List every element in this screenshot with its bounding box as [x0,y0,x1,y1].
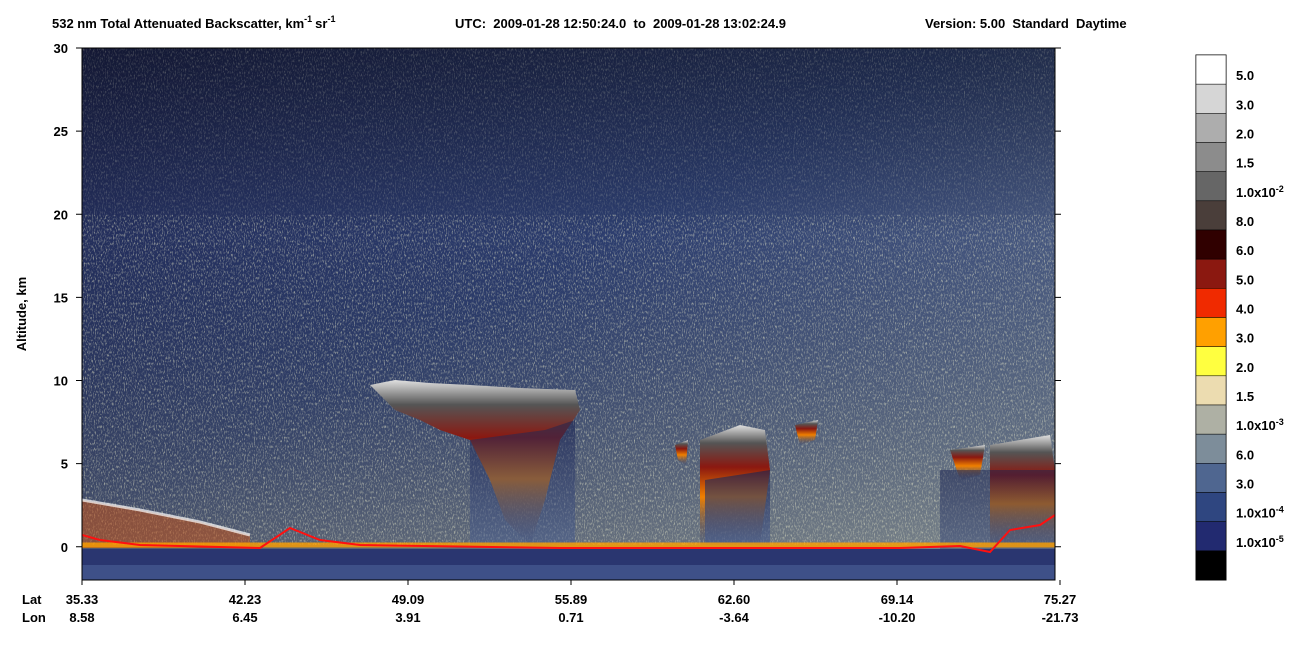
y-tick-label: 10 [54,374,68,389]
y-tick-label: 30 [54,41,68,56]
lon-label: -21.73 [1042,610,1079,625]
version: Version: 5.00 Standard Daytime [925,16,1127,31]
boundary-layer-top [82,498,251,537]
lat-label: 35.33 [66,592,99,607]
colorbar-label: 5.0 [1236,272,1254,287]
colorbar-mantissa: 1.0x10 [1236,185,1276,200]
colorbar-label: 5.0 [1236,68,1254,83]
cloud [675,440,688,465]
colorbar-box [1195,317,1227,347]
colorbar-box [1195,550,1227,581]
cloud-shadow [470,420,575,545]
y-axis-label: Altitude, km [14,277,29,351]
colorbar-box [1195,433,1227,464]
colorbar-exponent: -3 [1276,417,1284,427]
colorbar-box [1195,404,1227,435]
lon-label: -3.64 [719,610,749,625]
lon-label: 0.71 [558,610,583,625]
colorbar-exponent: -5 [1276,534,1284,544]
colorbar-box [1195,200,1227,231]
cloud-shadow [705,470,770,545]
colorbar-box [1195,142,1227,172]
lon-label: 6.45 [232,610,257,625]
boundary-layer [82,500,250,548]
y-tick-label: 25 [54,124,68,139]
colorbar-exponent: -2 [1276,184,1284,194]
colorbar-mantissa: 1.0x10 [1236,506,1276,521]
colorbar-box [1195,463,1227,493]
lat-label: 75.27 [1044,592,1077,607]
lat-row-label: Lat [22,592,42,607]
backscatter-image [82,48,1055,580]
colorbar-label: 8.0 [1236,214,1254,229]
lon-label: 8.58 [69,610,94,625]
colorbar-box [1195,258,1227,289]
colorbar-label: 1.0x10-2 [1236,184,1284,200]
colorbar-box [1195,375,1227,406]
lat-label: 55.89 [555,592,588,607]
title: 532 nm Total Attenuated Backscatter, km [52,16,304,31]
noise [82,48,1055,215]
lat-label: 62.60 [718,592,751,607]
title-unit: sr [315,16,327,31]
colorbar-label: 3.0 [1236,477,1254,492]
colorbar-label: 1.0x10-4 [1236,505,1284,521]
colorbar-label: 1.5 [1236,156,1254,171]
colorbar-label: 1.5 [1236,389,1254,404]
chart-title: 532 nm Total Attenuated Backscatter, km-… [52,14,335,31]
colorbar-exponent: -4 [1276,505,1284,515]
colorbar-label: 1.0x10-3 [1236,417,1284,433]
cloud [795,420,818,445]
lat-label: 42.23 [229,592,262,607]
colorbar-label: 3.0 [1236,331,1254,346]
y-tick-label: 0 [61,540,68,555]
title-exponent: -1 [327,14,335,24]
colorbar-box [1195,492,1227,522]
colorbar-box [1195,288,1227,318]
lat-label: 69.14 [881,592,914,607]
lon-label: 3.91 [395,610,420,625]
colorbar-mantissa: 1.0x10 [1236,418,1276,433]
subsurface [82,565,1055,580]
colorbar-box [1195,229,1227,260]
colorbar-label: 6.0 [1236,447,1254,462]
colorbar-label: 2.0 [1236,360,1254,375]
surface-elevation [82,514,1055,554]
plot-frame [81,47,1056,581]
lat-label: 49.09 [392,592,425,607]
y-tick-label: 5 [61,457,68,472]
colorbar-box [1195,54,1227,85]
colorbar-label: 1.0x10-5 [1236,534,1284,550]
colorbar-mantissa: 1.0x10 [1236,535,1276,550]
colorbar-box [1195,346,1227,377]
colorbar-label: 3.0 [1236,97,1254,112]
lon-row-label: Lon [22,610,46,625]
title-exponent: -1 [304,14,312,24]
utc-range: UTC: 2009-01-28 12:50:24.0 to 2009-01-28… [455,16,786,31]
colorbar-box [1195,83,1227,114]
y-tick-label: 15 [54,290,68,305]
colorbar-label: 4.0 [1236,302,1254,317]
colorbar-box [1195,113,1227,143]
colorbar-box [1195,521,1227,552]
y-tick-label: 20 [54,207,68,222]
lon-label: -10.20 [879,610,916,625]
colorbar-box [1195,171,1227,202]
colorbar-label: 6.0 [1236,243,1254,258]
colorbar-label: 2.0 [1236,127,1254,142]
